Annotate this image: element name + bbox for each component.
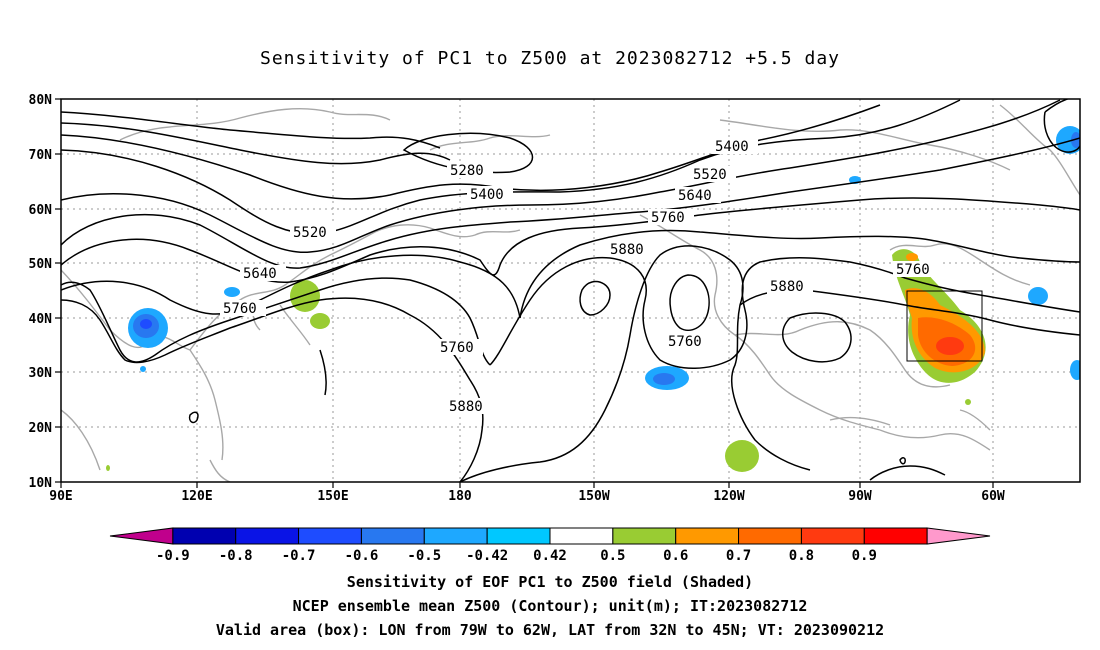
caption-line-1: Sensitivity of EOF PC1 to Z500 field (Sh… bbox=[346, 573, 754, 591]
shaded-sensitivity bbox=[106, 126, 1080, 472]
colorbar-swatch bbox=[298, 527, 362, 545]
lat-tick-labels: 80N 70N 60N 50N 40N 30N 20N 10N bbox=[29, 93, 53, 491]
tick-marks bbox=[55, 98, 994, 488]
colorbar-label: -0.8 bbox=[219, 548, 253, 564]
contour-label: 5520 bbox=[693, 167, 727, 183]
colorbar-swatch bbox=[423, 527, 488, 545]
colorbar-swatch bbox=[738, 527, 802, 545]
plot-frame bbox=[60, 98, 1081, 483]
colorbar-swatch bbox=[675, 527, 740, 545]
colorbar-labels: -0.9 -0.8 -0.7 -0.6 -0.5 -0.42 0.42 0.5 0.6 0.7 0.… bbox=[156, 548, 877, 564]
colorbar-swatch bbox=[235, 527, 300, 545]
contour-label: 5760 bbox=[896, 262, 930, 278]
colorbar-swatch bbox=[800, 527, 865, 545]
contour-label: 5760 bbox=[223, 301, 257, 317]
colorbar-swatch bbox=[172, 527, 237, 545]
lon-tick-label: 90E bbox=[49, 489, 72, 504]
colorbar-swatch bbox=[549, 527, 614, 545]
colorbar-label: 0.5 bbox=[600, 548, 625, 564]
lat-tick-label: 40N bbox=[29, 312, 53, 327]
map-title: Sensitivity of PC1 to Z500 at 2023082712… bbox=[259, 48, 840, 69]
contour-label: 5760 bbox=[651, 210, 685, 226]
colorbar-label: 0.9 bbox=[852, 548, 877, 564]
contour-label: 5640 bbox=[243, 266, 277, 282]
colorbar-label: 0.7 bbox=[726, 548, 751, 564]
colorbar-label: 0.42 bbox=[533, 548, 567, 564]
contour-label: 5280 bbox=[450, 163, 484, 179]
colorbar-label: -0.42 bbox=[466, 548, 508, 564]
valid-area-box bbox=[906, 290, 983, 362]
contour-label: 5400 bbox=[470, 187, 504, 203]
colorbar-swatch bbox=[109, 527, 174, 545]
colorbar-label: 0.6 bbox=[663, 548, 688, 564]
colorbar-swatch bbox=[612, 527, 677, 545]
lat-tick-label: 60N bbox=[29, 203, 53, 218]
colorbar-swatch bbox=[486, 527, 551, 545]
colorbar-swatch bbox=[926, 527, 991, 545]
colorbar bbox=[109, 527, 991, 545]
colorbar-label: -0.9 bbox=[156, 548, 190, 564]
colorbar-swatch bbox=[863, 527, 928, 545]
lon-tick-label: 150W bbox=[578, 489, 609, 504]
colorbar-label: 0.8 bbox=[789, 548, 814, 564]
lon-tick-label: 150E bbox=[317, 489, 348, 504]
contour-label: 5400 bbox=[715, 139, 749, 155]
lon-tick-label: 180 bbox=[448, 489, 472, 504]
lat-tick-label: 70N bbox=[29, 148, 53, 163]
contour-label: 5880 bbox=[449, 399, 483, 415]
lat-tick-label: 30N bbox=[29, 366, 53, 381]
contour-label: 5880 bbox=[770, 279, 804, 295]
contour-label: 5640 bbox=[678, 188, 712, 204]
lon-tick-label: 60W bbox=[981, 489, 1005, 504]
contour-label: 5880 bbox=[610, 242, 644, 258]
lat-tick-label: 10N bbox=[29, 476, 53, 491]
colorbar-label: -0.6 bbox=[345, 548, 379, 564]
lat-tick-label: 80N bbox=[29, 93, 53, 108]
contour-label: 5760 bbox=[440, 340, 474, 356]
lat-tick-label: 20N bbox=[29, 421, 53, 436]
lon-tick-label: 120E bbox=[181, 489, 212, 504]
colorbar-swatch bbox=[360, 527, 425, 545]
lat-tick-label: 50N bbox=[29, 257, 53, 272]
caption-line-3: Valid area (box): LON from 79W to 62W, L… bbox=[215, 621, 885, 639]
lon-tick-label: 90W bbox=[848, 489, 872, 504]
lon-tick-labels: 90E 120E 150E 180 150W 120W 90W 60W bbox=[49, 489, 1005, 504]
lon-tick-label: 120W bbox=[713, 489, 744, 504]
colorbar-label: -0.5 bbox=[407, 548, 441, 564]
colorbar-label: -0.7 bbox=[282, 548, 316, 564]
contour-label: 5760 bbox=[668, 334, 702, 350]
contour-labels: 5280 5400 5400 5520 5520 5640 5640 5760 … bbox=[220, 138, 939, 415]
caption-line-2: NCEP ensemble mean Z500 (Contour); unit(… bbox=[292, 597, 808, 615]
contour-label: 5520 bbox=[293, 225, 327, 241]
